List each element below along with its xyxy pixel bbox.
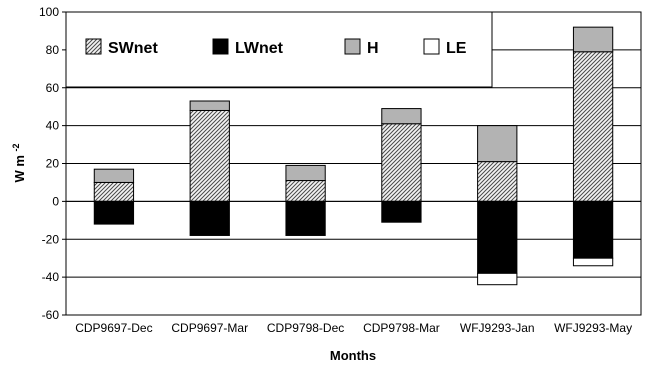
bar-swnet-cdp9697-dec: [93, 181, 135, 202]
y-tick-label: 20: [46, 157, 60, 171]
bar-le-wfj9293-jan: [477, 272, 518, 286]
bar-h-wfj9293-may: [572, 26, 614, 53]
y-axis-title: W m -2: [11, 143, 27, 182]
y-tick-label: -40: [42, 270, 60, 284]
y-tick-label: -20: [42, 232, 60, 246]
bar-swnet-wfj9293-jan: [477, 161, 518, 202]
bar-swnet-cdp9798-dec: [285, 180, 326, 202]
y-tick-label: -60: [42, 308, 60, 322]
bar-lwnet-wfj9293-may: [572, 200, 614, 259]
legend-box: [65, 11, 493, 88]
x-tick-label: CDP9697-Mar: [171, 321, 248, 335]
x-tick-label: CDP9697-Dec: [75, 321, 152, 335]
bar-lwnet-cdp9697-dec: [93, 200, 135, 225]
x-tick-label: WFJ9293-Jan: [460, 321, 535, 335]
bar-h-cdp9697-dec: [93, 168, 135, 183]
legend-label-swnet: SWnet: [108, 40, 158, 57]
y-axis-title-superscript: -2: [11, 143, 21, 151]
legend-swatch-h: [344, 38, 361, 55]
y-axis-title-text: W m: [12, 155, 27, 182]
gridlines: [66, 49, 641, 278]
x-axis-tick-labels: CDP9697-Dec CDP9697-Mar CDP9798-Dec CDP9798…: [75, 321, 632, 335]
bar-lwnet-wfj9293-jan: [477, 200, 518, 274]
y-tick-label: 100: [39, 5, 59, 19]
bar-h-cdp9798-dec: [285, 164, 326, 182]
legend-swatch-le: [423, 38, 440, 55]
y-tick-label: 40: [46, 119, 60, 133]
y-axis-ticks: -60 -40 -20 0 20 40 60 80 100: [39, 5, 66, 322]
legend-label-le: LE: [446, 40, 467, 57]
y-tick-label: 0: [52, 194, 59, 208]
x-axis-title: Months: [330, 348, 376, 363]
bar-le-wfj9293-may: [572, 257, 614, 267]
bar-swnet-cdp9798-mar: [381, 123, 422, 202]
legend-label-lwnet: LWnet: [235, 40, 284, 57]
y-tick-label: 60: [46, 81, 60, 95]
bar-lwnet-cdp9798-dec: [285, 200, 326, 236]
bar-lwnet-cdp9798-mar: [381, 200, 422, 223]
legend-swatch-swnet: [85, 38, 102, 55]
legend-swatch-lwnet: [212, 38, 229, 55]
bar-h-cdp9798-mar: [381, 108, 422, 125]
bar-lwnet-cdp9697-mar: [189, 200, 230, 236]
x-tick-label: WFJ9293-May: [554, 321, 632, 335]
bar-h-wfj9293-jan: [477, 125, 518, 163]
legend: SWnet LWnet H LE: [65, 11, 493, 88]
x-tick-label: CDP9798-Mar: [363, 321, 440, 335]
legend-label-h: H: [367, 40, 379, 57]
bar-swnet-wfj9293-may: [572, 51, 614, 202]
bars: [93, 26, 614, 286]
bar-swnet-cdp9697-mar: [189, 109, 230, 202]
bar-h-cdp9697-mar: [189, 100, 230, 111]
y-tick-label: 80: [46, 43, 60, 57]
x-tick-label: CDP9798-Dec: [267, 321, 344, 335]
